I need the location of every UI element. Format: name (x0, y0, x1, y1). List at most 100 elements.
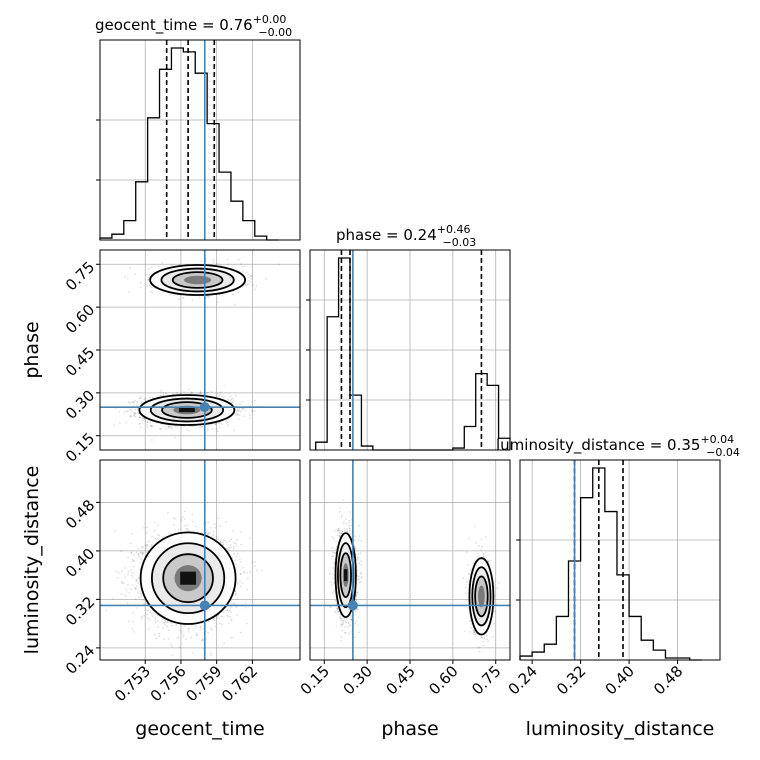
sample-point (220, 422, 223, 425)
sample-point (216, 430, 219, 433)
sample-point (206, 533, 209, 536)
sample-point (226, 258, 229, 261)
sample-point (141, 417, 144, 420)
sample-point (150, 612, 153, 615)
sample-point (184, 638, 187, 641)
sample-point (141, 558, 144, 561)
sample-point (141, 617, 143, 620)
sample-point (126, 410, 129, 413)
title-geocent_time: geocent_time = 0.76+0.00 −0.00 (95, 13, 292, 39)
sample-point (133, 415, 136, 417)
sample-point (173, 517, 175, 519)
sample-point (248, 276, 251, 279)
sample-point (229, 611, 232, 614)
sample-point (226, 424, 229, 426)
sample-point (249, 281, 252, 284)
sample-point (232, 529, 235, 532)
sample-point (195, 632, 198, 634)
sample-point (212, 261, 215, 264)
sample-point (150, 266, 153, 269)
sample-point (175, 623, 178, 626)
sample-point (170, 426, 173, 429)
sample-point (144, 420, 147, 423)
sample-point (173, 524, 175, 527)
sample-point (142, 552, 145, 555)
sample-point (147, 278, 150, 281)
sample-point (146, 609, 148, 611)
sample-point (236, 409, 239, 412)
sample-point (217, 615, 220, 617)
sample-point (133, 402, 135, 404)
sample-point (146, 545, 149, 548)
sample-point (124, 594, 127, 597)
sample-point (221, 541, 224, 544)
sample-point (226, 613, 229, 616)
sample-point (167, 425, 170, 428)
title-luminosity_distance: luminosity_distance = 0.35+0.04 −0.04 (496, 433, 740, 459)
sample-point (235, 542, 237, 545)
sample-point (131, 408, 134, 411)
sample-point (235, 563, 238, 566)
sample-point (130, 552, 133, 555)
sample-point (223, 384, 226, 387)
sample-point (242, 270, 244, 273)
sample-point (130, 533, 133, 535)
sample-point (234, 590, 237, 593)
sample-point (200, 392, 203, 394)
sample-point (155, 637, 158, 640)
sample-point (248, 414, 251, 417)
sample-point (237, 291, 240, 294)
sample-point (113, 424, 116, 426)
sample-point (130, 588, 132, 591)
sample-point (150, 544, 153, 546)
sample-point (200, 260, 203, 263)
sample-point (128, 402, 131, 404)
sample-point (143, 418, 146, 420)
sample-point (236, 413, 239, 416)
marginal-luminosity_distance (516, 459, 721, 661)
sample-point (208, 296, 211, 299)
sample-point (265, 277, 268, 280)
sample-point (128, 267, 131, 270)
sample-point (132, 404, 135, 407)
sample-point (216, 262, 219, 265)
sample-point (206, 427, 209, 430)
sample-point (134, 399, 137, 402)
sample-point (207, 391, 209, 394)
sample-point (149, 611, 152, 614)
sample-point (213, 523, 216, 526)
sample-point (205, 392, 208, 395)
sample-point (194, 626, 197, 629)
sample-point (229, 399, 232, 402)
sample-point (237, 418, 240, 420)
sample-point (221, 395, 223, 398)
sample-point (239, 403, 242, 405)
sample-point (188, 627, 190, 630)
sample-point (243, 409, 246, 412)
sample-point (232, 429, 235, 432)
sample-point (158, 632, 161, 635)
contour-line (138, 394, 236, 426)
sample-point (234, 303, 236, 306)
sample-point (118, 410, 121, 413)
sample-point (228, 546, 230, 549)
sample-point (174, 436, 177, 439)
axes-frame (519, 459, 721, 661)
sample-point (134, 415, 137, 418)
sample-point (261, 569, 263, 572)
sample-point (240, 631, 242, 634)
sample-point (148, 396, 151, 399)
sample-point (127, 556, 129, 559)
sample-point (182, 297, 185, 300)
sample-point (210, 654, 213, 656)
sample-point (128, 620, 130, 623)
sample-point (133, 411, 136, 414)
sample-point (235, 544, 238, 547)
sample-point (239, 585, 242, 588)
sample-point (249, 417, 252, 419)
sample-point (191, 299, 194, 301)
sample-point (157, 265, 160, 268)
sample-point (207, 631, 210, 634)
sample-point (116, 577, 119, 579)
sample-point (146, 283, 148, 286)
